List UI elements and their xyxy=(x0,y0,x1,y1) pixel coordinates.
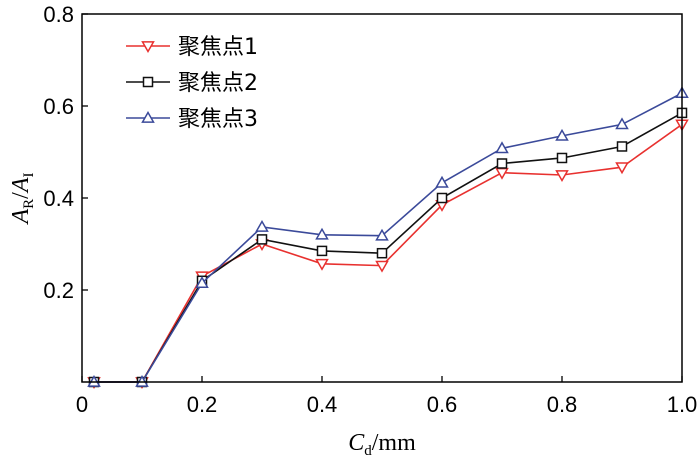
legend-label-3: 聚焦点3 xyxy=(178,107,258,132)
data-point-s2-4 xyxy=(256,234,268,245)
legend-label-2: 聚焦点2 xyxy=(178,71,258,96)
x-tick-label-1: 0 xyxy=(76,392,88,417)
legend: 聚焦点1 聚焦点2 聚焦点3 xyxy=(126,35,258,132)
y-tick-label-3: 0.6 xyxy=(43,94,74,119)
data-point-s3-7 xyxy=(435,175,449,188)
data-point-s2-10 xyxy=(616,141,628,152)
y-axis-title: AR/AI xyxy=(8,172,37,225)
data-point-s3-4 xyxy=(255,219,269,232)
legend-marker-1 xyxy=(141,41,155,54)
data-point-s1-5 xyxy=(315,258,329,271)
x-tick-label-4: 0.6 xyxy=(427,392,458,417)
data-point-s2-6 xyxy=(376,247,388,259)
x-tick-label-6: 1.0 xyxy=(667,392,698,417)
ticks-layer: 0 0.2 0.4 0.6 0.8 1.0 0.2 0.4 0.6 0.8 xyxy=(43,2,697,417)
series-line-1 xyxy=(94,123,683,383)
legend-marker-3 xyxy=(141,110,155,123)
legend-marker-2 xyxy=(142,76,154,88)
data-point-s3-10 xyxy=(615,117,629,130)
data-point-s2-7 xyxy=(436,192,448,204)
data-point-s2-5 xyxy=(316,245,328,257)
data-point-s3-3 xyxy=(195,276,209,288)
data-point-s1-9 xyxy=(555,170,569,183)
series-layer xyxy=(87,86,689,390)
plot-frame xyxy=(81,13,683,383)
legend-label-1: 聚焦点1 xyxy=(178,35,258,60)
data-point-s2-8 xyxy=(496,158,508,169)
series-line-2 xyxy=(94,112,683,383)
data-point-s1-10 xyxy=(615,162,629,175)
x-axis-title: Cd/mm xyxy=(348,430,416,459)
x-tick-label-2: 0.2 xyxy=(187,392,218,417)
y-tick-label-1: 0.2 xyxy=(43,278,74,303)
data-point-s3-8 xyxy=(495,141,509,154)
series-line-3 xyxy=(94,92,683,383)
data-point-s1-6 xyxy=(375,260,389,273)
data-point-s3-6 xyxy=(375,228,389,241)
data-point-s2-9 xyxy=(556,152,568,164)
data-point-s3-5 xyxy=(315,227,329,240)
x-tick-label-3: 0.4 xyxy=(307,392,338,417)
y-tick-label-2: 0.4 xyxy=(43,186,74,211)
y-tick-label-4: 0.8 xyxy=(43,2,74,27)
x-tick-label-5: 0.8 xyxy=(547,392,578,417)
data-point-s3-9 xyxy=(555,128,569,141)
